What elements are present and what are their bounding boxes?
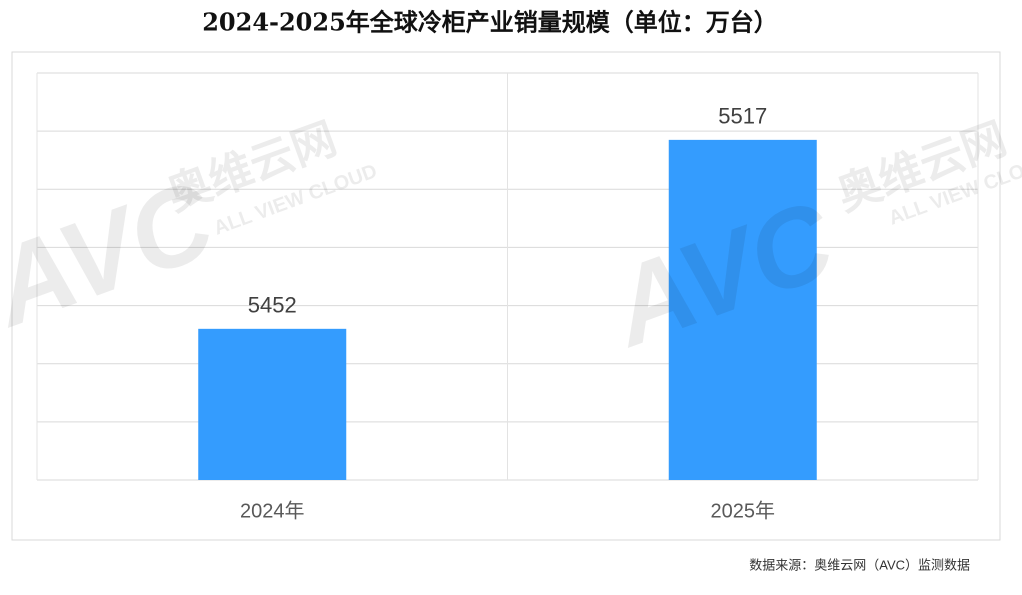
chart-frame (11, 51, 1001, 541)
data-label: 5517 (718, 104, 767, 129)
watermark: 奥维云网 ALL VIEW CLOUD AVC 奥维云网 ALL VIEW CL… (0, 114, 1022, 371)
x-tick-label: 2025年 (711, 499, 776, 522)
data-label: 5452 (248, 293, 297, 318)
watermark-logo: AVC (0, 157, 230, 351)
bar (198, 328, 347, 480)
plot-area: 5452 2024年 5517 2025年 (36, 72, 979, 522)
bar (668, 139, 817, 480)
x-tick-label: 2024年 (240, 499, 305, 522)
chart-title: 2024-2025年全球冷柜产业销量规模（单位：万台） (202, 8, 778, 37)
source-note: 数据来源：奥维云网（AVC）监测数据 (749, 557, 970, 572)
